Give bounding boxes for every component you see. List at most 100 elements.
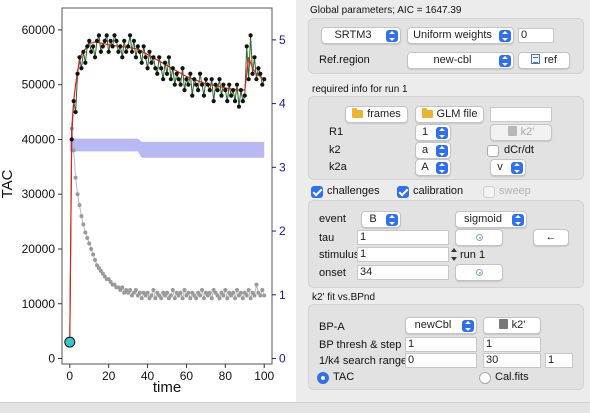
folder-icon [421, 108, 433, 118]
reference-tac-point [71, 148, 76, 153]
weights-value-field[interactable]: 0 [518, 28, 554, 43]
target-tac-point [149, 60, 154, 65]
ref-region-popup[interactable]: new-cbl [407, 52, 514, 69]
target-tac-point [223, 88, 228, 93]
reference-tac-point [165, 290, 169, 295]
ref-button[interactable]: ref [518, 52, 570, 69]
reference-tac-point [79, 214, 84, 219]
frames-button[interactable]: frames [345, 106, 408, 123]
stimulus-field[interactable]: 1 [357, 247, 449, 262]
target-tac-point [133, 55, 138, 60]
cal-fits-radio[interactable] [479, 372, 491, 384]
chevron-updown-icon [512, 214, 524, 226]
chevron-updown-icon [436, 145, 448, 157]
target-tac-point [104, 33, 109, 38]
reference-tac-point [159, 296, 164, 301]
start-marker [64, 336, 76, 348]
v-popup[interactable]: v [490, 159, 526, 176]
stimulus-stepper[interactable] [450, 247, 458, 262]
bp-a-k2-prime-button[interactable]: k2' [483, 317, 541, 334]
target-tac-point [162, 60, 168, 65]
challenges-label: challenges [327, 185, 380, 197]
reference-tac-point [128, 288, 133, 293]
reference-tac-point [225, 296, 230, 301]
tau-target-button[interactable] [455, 229, 503, 246]
target-tac-point [157, 55, 162, 60]
reference-tac-point [223, 288, 228, 293]
k4-min-field[interactable]: 0 [405, 353, 477, 368]
target-tac-point [221, 82, 226, 87]
y-tick-label: 10000 [22, 297, 56, 311]
target-tac-point [91, 44, 96, 49]
target-tac-point [166, 55, 172, 60]
bp-thresh-label: BP thresh & step [319, 339, 402, 351]
event-popup[interactable]: B [361, 211, 401, 228]
target-tac-point [172, 82, 177, 87]
tac-radio[interactable] [317, 372, 329, 384]
target-tac-point [209, 77, 214, 82]
sweep-checkbox[interactable] [483, 186, 495, 198]
y-tick-label: 50000 [22, 78, 56, 92]
target-tac-point [96, 33, 102, 38]
x-tick-label: 100 [254, 369, 274, 383]
target-tac-point [108, 38, 113, 43]
target-tac-point [77, 55, 82, 60]
y2-tick-label: 3 [279, 160, 286, 174]
target-tac-point [83, 60, 88, 65]
x-tick-label: 0 [66, 369, 73, 383]
left-arrow-button[interactable]: ← [533, 229, 569, 246]
k2-popup[interactable]: a [415, 142, 451, 159]
sweep-label: sweep [499, 185, 531, 197]
dcr-dt-checkbox[interactable] [487, 145, 499, 157]
k2-prime-button[interactable]: k2' [490, 124, 552, 141]
target-tac-point [131, 38, 137, 43]
bp-a-popup[interactable]: newCbl [405, 317, 477, 334]
k4-step-field[interactable]: 1 [545, 353, 573, 368]
target-tac-point [137, 49, 142, 54]
sigmoid-popup[interactable]: sigmoid [455, 211, 527, 228]
target-tac-point [116, 49, 121, 54]
reference-tac-point [235, 288, 239, 293]
onset-field[interactable]: 34 [357, 265, 449, 280]
bp-thresh-field[interactable]: 1 [405, 337, 477, 352]
target-tac-point [159, 66, 164, 71]
calculator-icon [498, 319, 508, 329]
x-tick-label: 80 [219, 369, 233, 383]
tau-field[interactable]: 1 [357, 230, 449, 245]
fit-tac-line [69, 41, 265, 343]
target-tac-point [192, 77, 197, 82]
calculator-icon [507, 126, 517, 136]
global-parameters-title: Global parameters; AIC = 1647.39 [310, 5, 462, 16]
model-popup[interactable]: SRTM3 [321, 27, 401, 44]
target-tac-point [147, 49, 152, 54]
weights-popup[interactable]: Uniform weights [407, 27, 514, 44]
chevron-updown-icon [386, 214, 398, 226]
target-tac-point [180, 66, 185, 71]
reference-tac-point [194, 296, 199, 301]
target-tac-point [151, 55, 156, 60]
reference-tac-point [149, 293, 154, 298]
r1-popup[interactable]: 1 [415, 124, 451, 141]
k4-max-field[interactable]: 30 [483, 353, 541, 368]
y2-tick-label: 2 [279, 224, 286, 238]
chevron-updown-icon [499, 30, 511, 42]
reference-tac-point [153, 296, 158, 301]
glm-file-button[interactable]: GLM file [415, 106, 484, 123]
challenges-checkbox[interactable] [311, 186, 323, 198]
calibration-checkbox[interactable] [397, 186, 409, 198]
reference-tac-point [77, 203, 82, 208]
reference-tac-point [254, 282, 259, 287]
reference-tac-point [244, 293, 249, 298]
target-tac-point [168, 77, 173, 82]
onset-target-button[interactable] [455, 264, 503, 281]
target-tac-point [258, 71, 263, 76]
target-tac-point [69, 137, 74, 142]
reference-tac-point [252, 293, 257, 298]
bp-step-field[interactable]: 1 [483, 337, 541, 352]
glm-file-field[interactable] [490, 107, 552, 122]
k2a-popup[interactable]: A [415, 159, 451, 176]
chevron-updown-icon [436, 127, 448, 139]
reference-tac-point [246, 288, 251, 293]
x-tick-label: 60 [180, 369, 194, 383]
reference-tac-point [186, 290, 191, 295]
